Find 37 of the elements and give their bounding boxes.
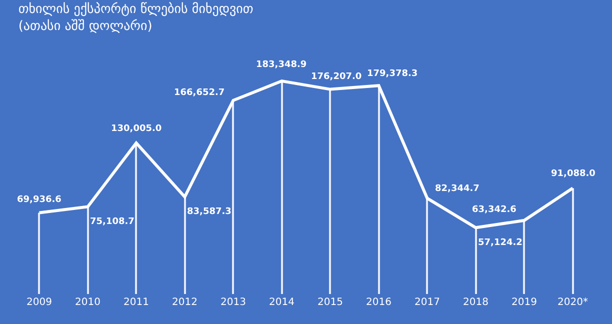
data-label: 130,005.0	[111, 124, 162, 134]
bar	[232, 100, 234, 294]
data-label: 166,652.7	[174, 88, 225, 98]
x-tick-label: 2009	[26, 297, 52, 308]
x-tick-label: 2010	[75, 297, 100, 308]
bar	[38, 212, 40, 294]
chart-title: თხილის ექსპორტი წლების მიხედვით	[18, 2, 254, 17]
bar	[523, 220, 525, 294]
bar	[281, 81, 283, 294]
x-tick-label: 2011	[124, 297, 149, 308]
data-label: 82,344.7	[435, 184, 480, 194]
data-label: 179,378.3	[367, 69, 418, 79]
bar	[329, 89, 331, 294]
data-label: 176,207.0	[311, 72, 362, 82]
x-tick-label: 2014	[269, 297, 294, 308]
x-tick-label: 2012	[172, 297, 198, 308]
data-label: 91,088.0	[551, 169, 596, 179]
bar	[475, 228, 477, 294]
bar	[426, 198, 428, 294]
bar	[184, 196, 186, 294]
chart-subtitle: (ათასი აშშ დოლარი)	[18, 18, 152, 34]
bar	[572, 188, 574, 294]
x-tick-label: 2015	[318, 297, 343, 308]
data-label: 83,587.3	[187, 207, 232, 217]
bar	[378, 86, 380, 294]
data-label: 69,936.6	[17, 195, 62, 205]
bar	[87, 206, 89, 294]
x-tick-label: 2017	[414, 297, 440, 308]
x-tick-label: 2019	[512, 297, 537, 308]
data-label: 75,108.7	[90, 217, 134, 227]
x-tick-label: 2020*	[558, 297, 588, 308]
data-label: 183,348.9	[256, 60, 307, 70]
data-label: 57,124.2	[478, 238, 522, 248]
data-label: 63,342.6	[472, 205, 516, 215]
x-tick-label: 2016	[366, 297, 392, 308]
x-tick-label: 2018	[463, 297, 488, 308]
x-tick-label: 2013	[220, 297, 246, 308]
